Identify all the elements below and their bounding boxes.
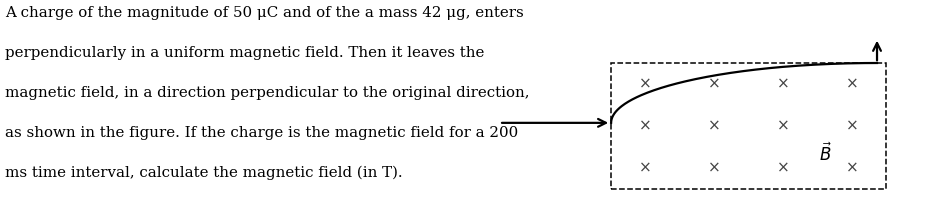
- Text: ×: ×: [639, 160, 652, 176]
- Text: perpendicularly in a uniform magnetic field. Then it leaves the: perpendicularly in a uniform magnetic fi…: [5, 46, 484, 60]
- Text: ×: ×: [845, 76, 858, 92]
- Text: $\vec{B}$: $\vec{B}$: [819, 142, 832, 165]
- Text: ×: ×: [777, 160, 789, 176]
- Text: magnetic field, in a direction perpendicular to the original direction,: magnetic field, in a direction perpendic…: [5, 86, 529, 100]
- Text: ×: ×: [777, 76, 789, 92]
- Text: ×: ×: [777, 118, 789, 134]
- Text: ×: ×: [639, 118, 652, 134]
- Text: ×: ×: [845, 118, 858, 134]
- Text: ×: ×: [845, 160, 858, 176]
- Bar: [611, 63, 886, 189]
- Text: ×: ×: [708, 76, 720, 92]
- Text: ×: ×: [639, 76, 652, 92]
- Text: ×: ×: [708, 160, 720, 176]
- Text: as shown in the figure. If the charge is the magnetic field for a 200: as shown in the figure. If the charge is…: [5, 126, 518, 140]
- Text: A charge of the magnitude of 50 μC and of the a mass 42 μg, enters: A charge of the magnitude of 50 μC and o…: [5, 6, 523, 20]
- Text: ×: ×: [708, 118, 720, 134]
- Text: ms time interval, calculate the magnetic field (in T).: ms time interval, calculate the magnetic…: [5, 166, 402, 180]
